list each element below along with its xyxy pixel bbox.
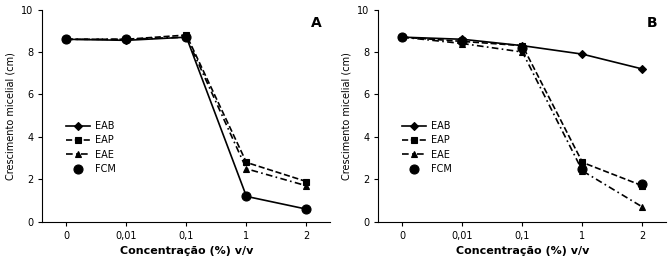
Legend: EAB, EAP, EAE, FCM: EAB, EAP, EAE, FCM	[398, 117, 456, 178]
Text: B: B	[647, 16, 658, 30]
X-axis label: Concentração (%) v/v: Concentração (%) v/v	[120, 247, 253, 256]
Y-axis label: Crescimento micelial (cm): Crescimento micelial (cm)	[5, 52, 15, 180]
X-axis label: Concentração (%) v/v: Concentração (%) v/v	[456, 247, 589, 256]
Legend: EAB, EAP, EAE, FCM: EAB, EAP, EAE, FCM	[62, 117, 120, 178]
Text: A: A	[311, 16, 322, 30]
Y-axis label: Crescimento micelial (cm): Crescimento micelial (cm)	[341, 52, 351, 180]
